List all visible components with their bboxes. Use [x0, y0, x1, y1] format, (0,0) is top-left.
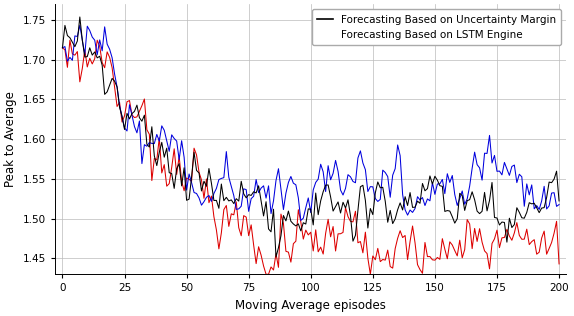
Y-axis label: Peak to Average: Peak to Average: [4, 91, 17, 187]
X-axis label: Moving Average episodes: Moving Average episodes: [235, 299, 386, 312]
Legend: Forecasting Based on Uncertainty Margin, Forecasting Based on LSTM Engine: Forecasting Based on Uncertainty Margin,…: [312, 9, 561, 45]
